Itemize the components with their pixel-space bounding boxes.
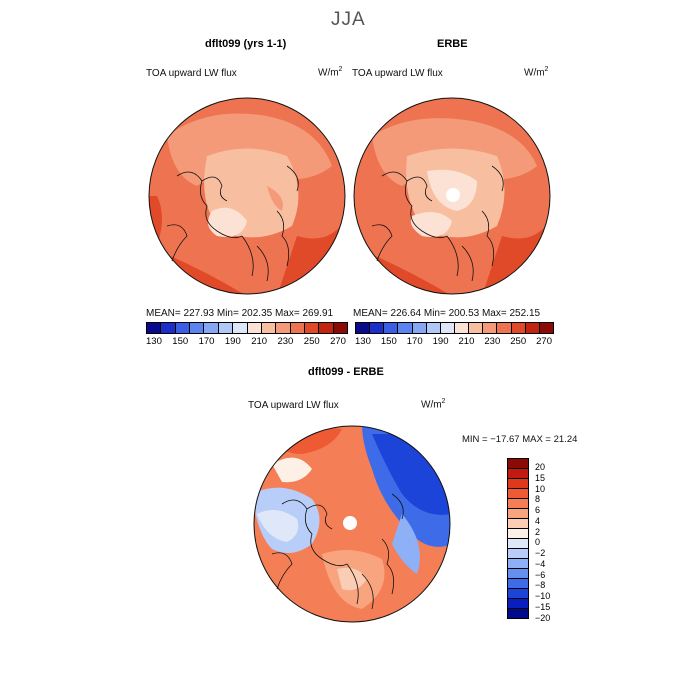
diff-colorbar-labels: 20 15 10 8 6 4 2 0 −2 −4 −6 −8 −10 −15 −20 — [535, 462, 550, 623]
legend-label: −15 — [535, 601, 551, 612]
legend-label: 8 — [535, 494, 541, 505]
colorbar-swatch — [261, 323, 277, 333]
colorbar-tick: 170 — [198, 336, 215, 347]
colorbar-swatch — [398, 323, 413, 333]
colorbar-tick: 210 — [458, 336, 475, 347]
diff-units-label: W/m2 — [421, 398, 446, 411]
colorbar-swatch — [175, 323, 191, 333]
colorbar-swatch — [454, 323, 470, 333]
colorbar-tick: 190 — [224, 336, 241, 347]
colorbar-swatch — [525, 323, 540, 333]
legend-label: −2 — [535, 548, 546, 558]
legend-label: −10 — [535, 591, 551, 601]
colorbar-swatch — [469, 323, 484, 333]
colorbar-tick: 250 — [510, 336, 527, 347]
legend-label: 15 — [535, 472, 546, 483]
legend-label: 6 — [535, 505, 541, 515]
right-polar-map — [353, 97, 551, 295]
colorbar-swatch — [276, 323, 291, 333]
colorbar-swatch — [440, 323, 455, 333]
colorbar-swatch — [511, 323, 526, 333]
legend-swatch — [507, 608, 529, 619]
colorbar-swatch — [190, 323, 205, 333]
colorbar-tick: 210 — [251, 336, 268, 347]
colorbar-tick: 190 — [432, 336, 449, 347]
left-panel-title: dflt099 (yrs 1-1) — [205, 38, 287, 50]
colorbar-swatch — [426, 323, 441, 333]
colorbar-swatch — [233, 323, 248, 333]
colorbar-tick: 130 — [146, 336, 162, 347]
legend-label: −8 — [535, 580, 546, 591]
legend-label: −4 — [535, 558, 546, 569]
left-units-label: W/m2 — [318, 66, 343, 79]
left-polar-map — [148, 97, 346, 295]
left-colorbar-ticks: 130 150 170 190 210 230 250 270 — [146, 336, 346, 347]
colorbar-tick: 250 — [303, 336, 320, 347]
colorbar-swatch — [384, 323, 399, 333]
colorbar-swatch — [483, 323, 498, 333]
colorbar-tick: 150 — [172, 336, 189, 347]
left-stats: MEAN= 227.93 Min= 202.35 Max= 269.91 — [146, 308, 334, 319]
legend-label: 10 — [535, 483, 546, 494]
colorbar-tick: 130 — [355, 336, 371, 347]
colorbar-tick: 230 — [484, 336, 501, 347]
colorbar-swatch — [161, 323, 176, 333]
colorbar-swatch — [218, 323, 234, 333]
colorbar-tick: 150 — [380, 336, 397, 347]
colorbar-swatch — [290, 323, 305, 333]
colorbar-swatch — [370, 323, 385, 333]
colorbar-tick: 170 — [406, 336, 423, 347]
right-colorbar — [355, 322, 554, 334]
colorbar-tick: 230 — [277, 336, 294, 347]
page-title: JJA — [331, 9, 366, 30]
diff-panel-title: dflt099 - ERBE — [308, 366, 384, 378]
colorbar-swatch — [333, 323, 348, 333]
diff-variable-label: TOA upward LW flux — [248, 400, 339, 411]
colorbar-swatch — [247, 323, 262, 333]
colorbar-swatch — [319, 323, 334, 333]
colorbar-swatch — [412, 323, 427, 333]
colorbar-swatch — [147, 323, 162, 333]
right-colorbar-ticks: 130 150 170 190 210 230 250 270 — [355, 336, 552, 347]
left-variable-label: TOA upward LW flux — [146, 68, 237, 79]
legend-label: 4 — [535, 515, 541, 526]
diff-colorbar — [507, 458, 529, 619]
left-colorbar — [146, 322, 348, 334]
colorbar-tick: 270 — [330, 336, 346, 347]
legend-label: 0 — [535, 537, 541, 548]
colorbar-swatch — [356, 323, 371, 333]
diff-stats: MIN = −17.67 MAX = 21.24 — [462, 434, 578, 445]
right-units-label: W/m2 — [524, 66, 549, 79]
colorbar-swatch — [539, 323, 553, 333]
diff-polar-map — [253, 425, 451, 623]
colorbar-swatch — [204, 323, 219, 333]
colorbar-swatch — [497, 323, 512, 333]
legend-label: 20 — [535, 462, 546, 472]
right-stats: MEAN= 226.64 Min= 200.53 Max= 252.15 — [353, 308, 541, 319]
legend-label: 2 — [535, 526, 541, 537]
legend-label: −6 — [535, 569, 546, 580]
legend-label: −20 — [535, 612, 551, 623]
colorbar-tick: 270 — [536, 336, 552, 347]
right-panel-title: ERBE — [437, 38, 468, 50]
colorbar-swatch — [304, 323, 320, 333]
right-variable-label: TOA upward LW flux — [352, 68, 443, 79]
